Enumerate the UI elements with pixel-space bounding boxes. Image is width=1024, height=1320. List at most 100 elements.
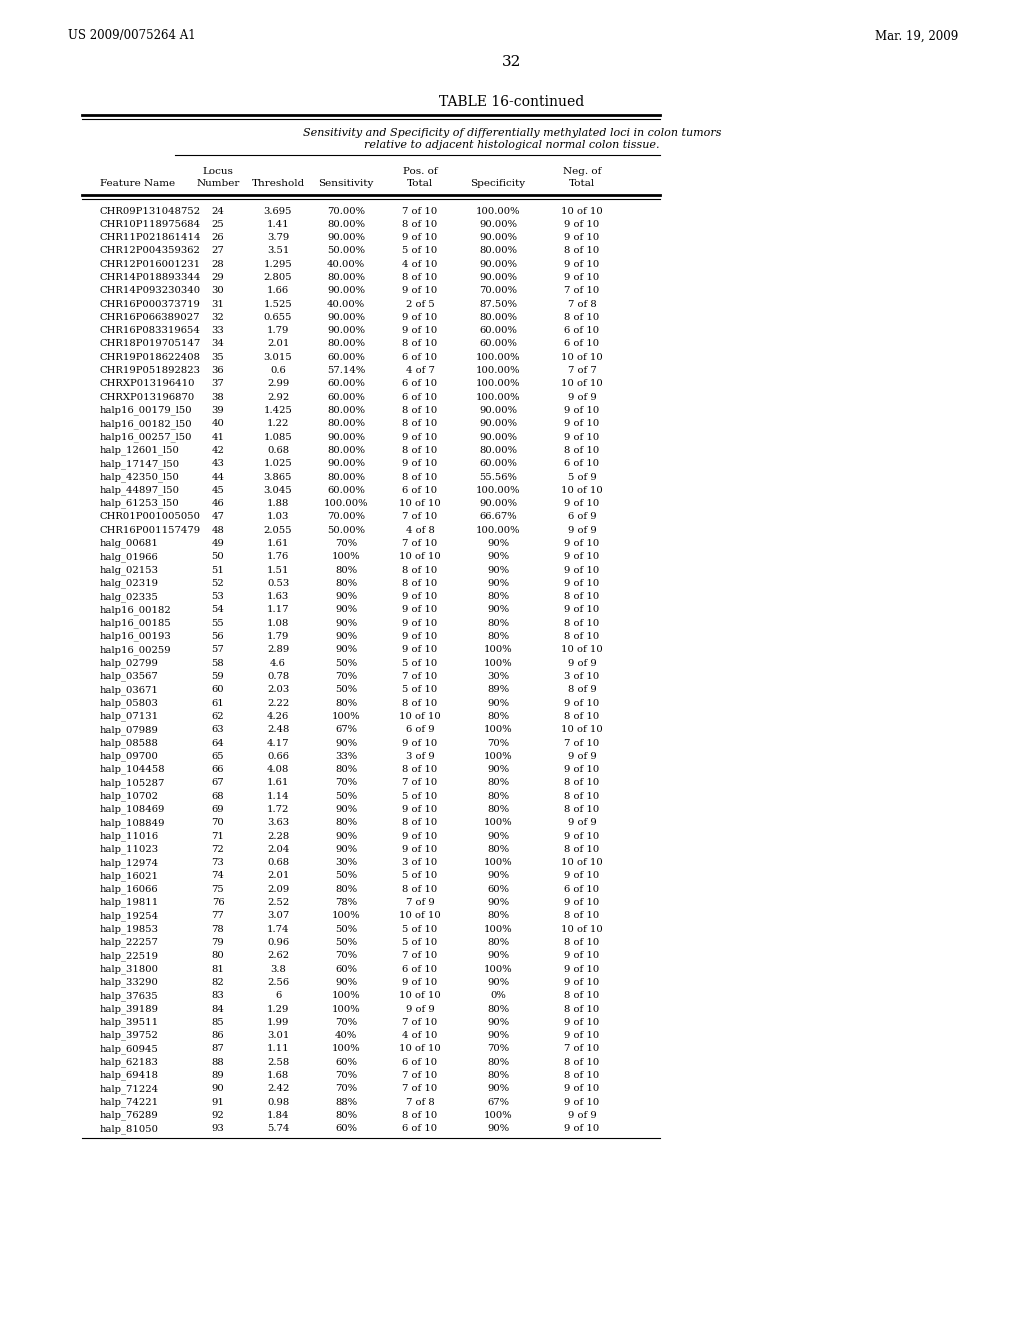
Text: 8 of 10: 8 of 10 [564,1071,600,1080]
Text: 1.08: 1.08 [267,619,289,628]
Text: halp_108849: halp_108849 [100,818,166,828]
Text: 9 of 10: 9 of 10 [402,632,437,642]
Text: 6: 6 [274,991,282,1001]
Text: CHR14P093230340: CHR14P093230340 [100,286,201,296]
Text: 39: 39 [212,407,224,414]
Text: 2.42: 2.42 [267,1084,289,1093]
Text: halp_19811: halp_19811 [100,898,160,907]
Text: 29: 29 [212,273,224,282]
Text: 90%: 90% [487,1018,509,1027]
Text: 92: 92 [212,1111,224,1119]
Text: 3.015: 3.015 [263,352,293,362]
Text: 51: 51 [212,565,224,574]
Text: 65: 65 [212,752,224,760]
Text: 25: 25 [212,220,224,228]
Text: 4 of 10: 4 of 10 [402,1031,437,1040]
Text: 1.88: 1.88 [267,499,289,508]
Text: 37: 37 [212,379,224,388]
Text: CHR19P051892823: CHR19P051892823 [100,366,201,375]
Text: 90.00%: 90.00% [479,420,517,428]
Text: 90.00%: 90.00% [327,326,365,335]
Text: 8 of 10: 8 of 10 [564,632,600,642]
Text: 90.00%: 90.00% [327,459,365,469]
Text: 0.66: 0.66 [267,752,289,760]
Text: 70%: 70% [335,539,357,548]
Text: 1.03: 1.03 [267,512,289,521]
Text: halp_37635: halp_37635 [100,991,159,1001]
Text: halp_19254: halp_19254 [100,911,159,921]
Text: 9 of 10: 9 of 10 [402,805,437,814]
Text: halp_44897_l50: halp_44897_l50 [100,486,180,495]
Text: 52: 52 [212,579,224,587]
Text: 4 of 10: 4 of 10 [402,260,437,269]
Text: 59: 59 [212,672,224,681]
Text: 70%: 70% [335,1018,357,1027]
Text: 2.04: 2.04 [267,845,289,854]
Text: 1.11: 1.11 [266,1044,290,1053]
Text: halp_11023: halp_11023 [100,845,159,854]
Text: 9 of 10: 9 of 10 [564,420,600,428]
Text: 50: 50 [212,552,224,561]
Text: Threshold: Threshold [251,180,304,189]
Text: 9 of 10: 9 of 10 [402,234,437,242]
Text: 87.50%: 87.50% [479,300,517,309]
Text: Number: Number [197,180,240,189]
Text: 90%: 90% [335,593,357,601]
Text: 70%: 70% [335,672,357,681]
Text: 9 of 10: 9 of 10 [402,433,437,442]
Text: 69: 69 [212,805,224,814]
Text: 3.8: 3.8 [270,965,286,974]
Text: 64: 64 [212,738,224,747]
Text: 60.00%: 60.00% [327,393,365,401]
Text: 80%: 80% [335,565,357,574]
Text: 7 of 9: 7 of 9 [406,898,434,907]
Text: 1.72: 1.72 [267,805,289,814]
Text: 83: 83 [212,991,224,1001]
Text: 2.99: 2.99 [267,379,289,388]
Text: 8 of 10: 8 of 10 [564,247,600,255]
Text: 8 of 10: 8 of 10 [564,619,600,628]
Text: halp_07131: halp_07131 [100,711,159,721]
Text: 8 of 10: 8 of 10 [564,1005,600,1014]
Text: 10 of 10: 10 of 10 [561,925,603,933]
Text: 8 of 10: 8 of 10 [564,939,600,946]
Text: 100%: 100% [332,1044,360,1053]
Text: halp_81050: halp_81050 [100,1123,159,1134]
Text: 6 of 10: 6 of 10 [402,486,437,495]
Text: 80%: 80% [335,1111,357,1119]
Text: 7 of 10: 7 of 10 [402,1018,437,1027]
Text: 89%: 89% [487,685,509,694]
Text: 60%: 60% [335,965,357,974]
Text: 1.79: 1.79 [267,632,289,642]
Text: 7 of 10: 7 of 10 [564,738,600,747]
Text: 100%: 100% [332,991,360,1001]
Text: 50.00%: 50.00% [327,525,365,535]
Text: 5 of 9: 5 of 9 [567,473,596,482]
Text: 5 of 10: 5 of 10 [402,925,437,933]
Text: 3.01: 3.01 [267,1031,289,1040]
Text: 60%: 60% [487,884,509,894]
Text: 9 of 10: 9 of 10 [402,645,437,655]
Text: 6 of 10: 6 of 10 [564,459,600,469]
Text: 100.00%: 100.00% [476,206,520,215]
Text: 90.00%: 90.00% [327,234,365,242]
Text: 60.00%: 60.00% [479,326,517,335]
Text: 9 of 10: 9 of 10 [564,433,600,442]
Text: 3 of 10: 3 of 10 [564,672,600,681]
Text: 4.17: 4.17 [266,738,289,747]
Text: 9 of 10: 9 of 10 [402,313,437,322]
Text: 55: 55 [212,619,224,628]
Text: 90.00%: 90.00% [479,234,517,242]
Text: 84: 84 [212,1005,224,1014]
Text: 30: 30 [212,286,224,296]
Text: 10 of 10: 10 of 10 [561,206,603,215]
Text: halp_10702: halp_10702 [100,792,159,801]
Text: 70.00%: 70.00% [479,286,517,296]
Text: 9 of 9: 9 of 9 [567,818,596,828]
Text: 4.26: 4.26 [267,711,289,721]
Text: halg_02335: halg_02335 [100,591,159,602]
Text: 89: 89 [212,1071,224,1080]
Text: 3 of 9: 3 of 9 [406,752,434,760]
Text: halp_16066: halp_16066 [100,884,159,894]
Text: 100%: 100% [332,1005,360,1014]
